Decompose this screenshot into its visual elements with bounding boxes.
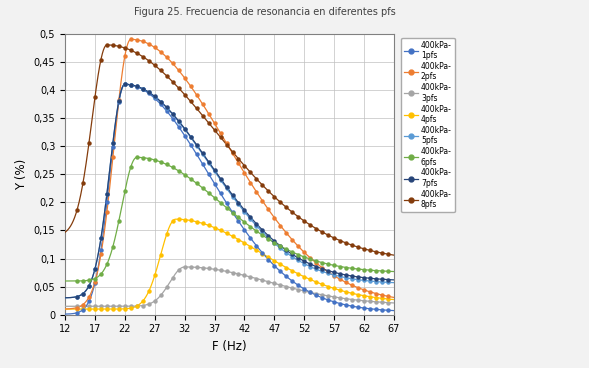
Y-axis label: Y (%): Y (%) — [15, 159, 28, 190]
Text: Figura 25. Frecuencia de resonancia en diferentes pfs: Figura 25. Frecuencia de resonancia en d… — [134, 7, 396, 17]
Legend: 400kPa-
1pfs, 400kPa-
2pfs, 400kPa-
3pfs, 400kPa-
4pfs, 400kPa-
5pfs, 400kPa-
6p: 400kPa- 1pfs, 400kPa- 2pfs, 400kPa- 3pfs… — [401, 38, 455, 212]
X-axis label: F (Hz): F (Hz) — [212, 340, 247, 353]
